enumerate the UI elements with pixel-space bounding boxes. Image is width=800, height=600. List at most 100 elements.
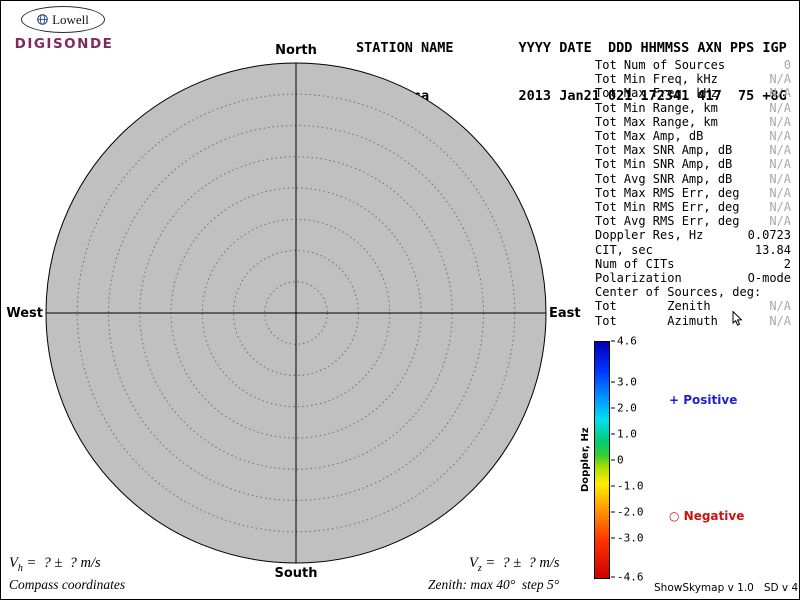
logo-product-text: DIGISONDE bbox=[14, 36, 114, 52]
vh-subscript: h bbox=[17, 562, 23, 574]
stat-value: 13.84 bbox=[754, 242, 791, 257]
logo-brand-text: Lowell bbox=[52, 11, 89, 27]
stat-value: N/A bbox=[769, 100, 791, 115]
tick-label: 2.0 bbox=[617, 401, 637, 415]
colorbar-tick: -1.0 bbox=[611, 480, 644, 493]
stat-label: Num of CITs bbox=[595, 256, 675, 271]
stat-value: N/A bbox=[769, 143, 791, 158]
stat-row: Tot Max Freq, kHz N/A bbox=[595, 86, 791, 100]
stat-row: Num of CITs 2 bbox=[595, 257, 791, 271]
colorbar-tick: 2.0 bbox=[611, 402, 637, 415]
tick-mark bbox=[611, 407, 615, 409]
stat-label: Tot Min Range, km bbox=[595, 100, 718, 115]
stat-label: Tot Avg SNR Amp, dB bbox=[595, 171, 733, 186]
tick-mark bbox=[611, 576, 615, 578]
vz-value: = ? ± ? m/s bbox=[481, 555, 560, 571]
doppler-colorbar: Doppler, Hz 4.6 3.0 2.0 1.0 0 -1.0 -2.0 … bbox=[580, 335, 644, 584]
stat-value: O-mode bbox=[747, 271, 791, 286]
colorbar-axis-label: Doppler, Hz bbox=[580, 427, 591, 493]
stat-row: Doppler Res, Hz 0.0723 bbox=[595, 228, 791, 242]
zenith-scale-note: Zenith: max 40° step 5° bbox=[428, 577, 560, 592]
stat-row: Polarization O-mode bbox=[595, 271, 791, 285]
stat-row: Tot Num of Sources 0 bbox=[595, 58, 791, 72]
tick-label: 0 bbox=[617, 453, 624, 467]
compass-label-west: West bbox=[6, 306, 43, 321]
stat-value: N/A bbox=[769, 157, 791, 172]
tick-label: -3.0 bbox=[617, 531, 644, 545]
version-text: ShowSkymap v 1.0 SD v 4.2 bbox=[654, 582, 800, 594]
stat-value: 2 bbox=[783, 256, 791, 271]
stat-value: N/A bbox=[769, 299, 791, 314]
stat-value: N/A bbox=[769, 185, 791, 200]
stat-label: Tot Avg RMS Err, deg bbox=[595, 214, 740, 229]
compass-label-north: North bbox=[275, 43, 317, 58]
stat-value: N/A bbox=[769, 200, 791, 215]
stat-row: Tot Avg RMS Err, deg N/A bbox=[595, 214, 791, 228]
vh-symbol: V bbox=[9, 555, 18, 571]
stat-row: CIT, sec 13.84 bbox=[595, 243, 791, 257]
stat-label: Tot Min Freq, kHz bbox=[595, 72, 718, 87]
stat-label: Tot Max Freq, kHz bbox=[595, 86, 718, 101]
stat-value: N/A bbox=[769, 214, 791, 229]
tick-label: 1.0 bbox=[617, 427, 637, 441]
stat-value: 0 bbox=[783, 58, 791, 72]
colorbar-gradient bbox=[594, 341, 610, 579]
stat-value: 0.0723 bbox=[747, 228, 791, 243]
compass-label-south: South bbox=[274, 566, 318, 581]
vh-value: = ? ± ? m/s bbox=[22, 555, 101, 571]
header-column-titles: STATION NAME YYYY DATE DDD HHMMSS AXN PP… bbox=[356, 40, 787, 56]
tick-label: -1.0 bbox=[617, 479, 644, 493]
stat-value: N/A bbox=[769, 313, 791, 328]
stat-row: Tot Max RMS Err, deg N/A bbox=[595, 186, 791, 200]
legend-positive: + Positive bbox=[669, 393, 738, 407]
legend-negative: ○ Negative bbox=[669, 509, 745, 523]
stat-label: Tot Max RMS Err, deg bbox=[595, 185, 740, 200]
stat-row: Tot Avg SNR Amp, dB N/A bbox=[595, 172, 791, 186]
colorbar-tick: 0 bbox=[611, 454, 624, 467]
tick-label: 4.6 bbox=[617, 334, 637, 348]
stat-row: Tot Min SNR Amp, dB N/A bbox=[595, 157, 791, 171]
tick-mark bbox=[611, 459, 615, 461]
globe-icon bbox=[37, 14, 48, 25]
stat-row: Tot Min Range, km N/A bbox=[595, 101, 791, 115]
stat-value: N/A bbox=[769, 86, 791, 101]
logo-oval: Lowell bbox=[21, 6, 105, 33]
stat-value: N/A bbox=[769, 129, 791, 144]
stat-label: Tot Max Amp, dB bbox=[595, 129, 704, 144]
stat-row: Tot Min Freq, kHz N/A bbox=[595, 72, 791, 86]
header-block: STATION NAME YYYY DATE DDD HHMMSS AXN PP… bbox=[356, 8, 787, 136]
stat-label: Tot Min SNR Amp, dB bbox=[595, 157, 733, 172]
stat-label: CIT, sec bbox=[595, 242, 653, 257]
stat-label: Polarization bbox=[595, 271, 682, 286]
stat-label: Tot Max SNR Amp, dB bbox=[595, 143, 733, 158]
tick-label: 3.0 bbox=[617, 375, 637, 389]
stat-row: Tot Max Amp, dB N/A bbox=[595, 129, 791, 143]
tick-mark bbox=[611, 340, 615, 342]
colorbar-tick: -4.6 bbox=[611, 571, 644, 584]
stat-label: Tot Zenith bbox=[595, 299, 711, 314]
tick-label: -4.6 bbox=[617, 570, 644, 584]
colorbar-tick: 3.0 bbox=[611, 376, 637, 389]
stat-value: N/A bbox=[769, 72, 791, 87]
skymap-polar-plot bbox=[45, 62, 547, 564]
tick-mark bbox=[611, 485, 615, 487]
horizontal-velocity-readout: Vh = ? ± ? m/s bbox=[9, 555, 101, 574]
stat-label: Doppler Res, Hz bbox=[595, 228, 704, 243]
tick-label: -2.0 bbox=[617, 505, 644, 519]
stat-row-section-header: Center of Sources, deg: bbox=[595, 285, 791, 299]
vz-subscript: z bbox=[477, 562, 482, 574]
colorbar-tick: -3.0 bbox=[611, 532, 644, 545]
tick-mark bbox=[611, 433, 615, 435]
stat-label: Center of Sources, deg: bbox=[595, 285, 762, 300]
stat-label: Tot Max Range, km bbox=[595, 114, 718, 129]
stat-row: Tot Max Range, km N/A bbox=[595, 115, 791, 129]
colorbar-tick: 1.0 bbox=[611, 428, 637, 441]
stat-row: Tot Zenith N/A bbox=[595, 299, 791, 313]
stats-panel: Tot Num of Sources 0 Tot Min Freq, kHz N/A… bbox=[595, 58, 791, 328]
lowell-digisonde-logo: Lowell DIGISONDE bbox=[9, 6, 119, 52]
stat-label: Tot Num of Sources bbox=[595, 58, 726, 72]
coordinates-note: Compass coordinates bbox=[9, 577, 126, 592]
vz-symbol: V bbox=[469, 555, 478, 571]
stat-row: Tot Min RMS Err, deg N/A bbox=[595, 200, 791, 214]
